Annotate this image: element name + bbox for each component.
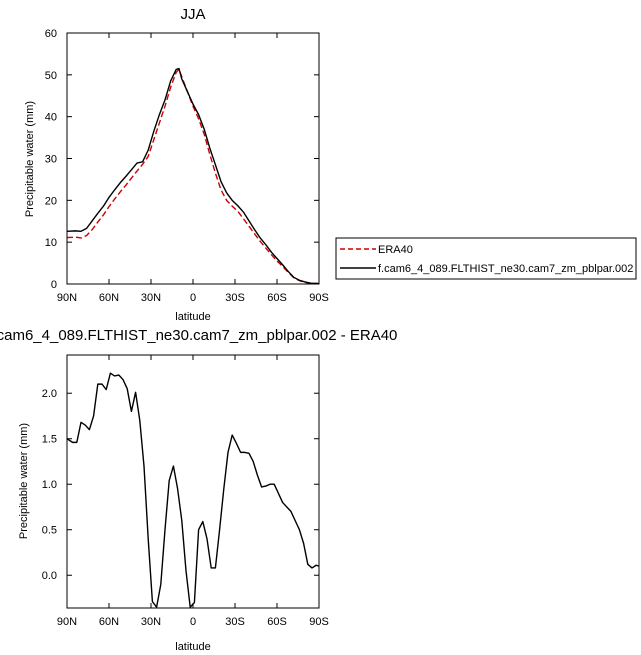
legend-label-era40: ERA40 — [378, 244, 413, 256]
top-y-ticks: 0 10 20 30 40 50 60 — [45, 28, 319, 291]
bottom-y-tick-label: 0.5 — [42, 525, 57, 537]
bottom-y-tick-label: 1.5 — [42, 434, 57, 446]
top-x-tick-label: 30S — [225, 292, 245, 304]
top-x-tick-label: 90N — [57, 292, 77, 304]
bottom-series-lines — [67, 372, 319, 608]
bottom-x-tick-label: 90S — [309, 616, 329, 628]
bottom-y-ticks: 0.0 0.5 1.0 1.5 2.0 — [42, 388, 319, 582]
bottom-x-tick-label: 60N — [99, 616, 119, 628]
bottom-x-ticks: 90N 60N 30N 0 30S 60S 90S — [57, 355, 329, 628]
top-x-ticks: 90N 60N 30N 0 30S 60S 90S — [57, 33, 329, 304]
bottom-chart-title: cam6_4_089.FLTHIST_ne30.cam7_zm_pblpar.0… — [0, 327, 397, 344]
top-x-tick-label: 60N — [99, 292, 119, 304]
bottom-x-axis-label: latitude — [175, 641, 210, 653]
top-y-tick-label: 60 — [45, 28, 57, 40]
top-y-tick-label: 20 — [45, 195, 57, 207]
bottom-x-tick-label: 30S — [225, 616, 245, 628]
top-panel: JJA 90N 60N 30N 0 30S 60S 90S 0 10 20 30 40 50 60 la… — [24, 6, 329, 323]
top-y-tick-label: 0 — [51, 279, 57, 291]
bottom-x-tick-label: 60S — [267, 616, 287, 628]
legend-box — [335, 237, 637, 280]
top-chart-title: JJA — [180, 6, 205, 23]
top-y-axis-label: Precipitable water (mm) — [24, 101, 36, 217]
bottom-panel: cam6_4_089.FLTHIST_ne30.cam7_zm_pblpar.0… — [0, 327, 397, 653]
bottom-y-tick-label: 1.0 — [42, 479, 57, 491]
top-y-tick-label: 10 — [45, 237, 57, 249]
top-y-tick-label: 50 — [45, 70, 57, 82]
bottom-y-axis-label: Precipitable water (mm) — [18, 423, 30, 539]
bottom-series-line-0 — [67, 372, 319, 608]
top-x-tick-label: 90S — [309, 292, 329, 304]
legend: ERA40 f.cam6_4_089.FLTHIST_ne30.cam7_zm_… — [335, 237, 637, 280]
top-series-line-0 — [67, 68, 319, 284]
top-plot-frame — [66, 32, 320, 285]
bottom-y-tick-label: 2.0 — [42, 388, 57, 400]
top-series-line-1 — [67, 67, 319, 284]
top-x-axis-label: latitude — [175, 311, 210, 323]
bottom-x-tick-label: 90N — [57, 616, 77, 628]
legend-label-model: f.cam6_4_089.FLTHIST_ne30.cam7_zm_pblpar… — [378, 263, 633, 275]
top-series-lines — [67, 67, 319, 284]
bottom-x-tick-label: 0 — [190, 616, 196, 628]
top-y-tick-label: 30 — [45, 154, 57, 166]
bottom-x-tick-label: 30N — [141, 616, 161, 628]
bottom-y-tick-label: 0.0 — [42, 570, 57, 582]
top-x-tick-label: 30N — [141, 292, 161, 304]
top-x-tick-label: 0 — [190, 292, 196, 304]
top-y-tick-label: 40 — [45, 112, 57, 124]
top-x-tick-label: 60S — [267, 292, 287, 304]
bottom-plot-frame — [66, 354, 320, 609]
